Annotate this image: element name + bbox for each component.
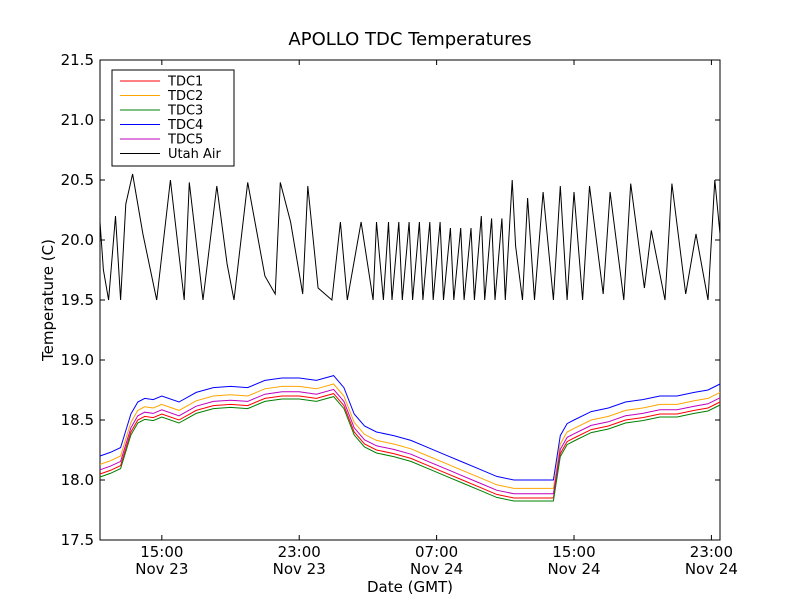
legend-label-utah-air: Utah Air bbox=[168, 147, 221, 162]
series-line-tdc2 bbox=[99, 383, 721, 489]
x-tick-label-time: 15:00 bbox=[552, 543, 595, 561]
series-line-tdc1 bbox=[99, 393, 721, 499]
legend-label-tdc2: TDC2 bbox=[167, 89, 203, 104]
y-tick-label: 18.0 bbox=[61, 471, 94, 489]
y-tick-label: 19.0 bbox=[61, 351, 94, 369]
series-layer bbox=[99, 173, 721, 502]
series-line-tdc4 bbox=[99, 375, 721, 481]
legend-label-tdc4: TDC4 bbox=[167, 118, 203, 133]
y-tick-label: 21.5 bbox=[61, 51, 94, 69]
x-tick-label-time: 23:00 bbox=[278, 543, 321, 561]
legend-label-tdc5: TDC5 bbox=[167, 133, 203, 148]
series-line-tdc5 bbox=[99, 388, 721, 495]
legend-label-tdc3: TDC3 bbox=[167, 104, 203, 119]
y-tick-label: 21.0 bbox=[61, 111, 94, 129]
x-tick-label-date: Nov 23 bbox=[135, 560, 188, 578]
chart-title: APOLLO TDC Temperatures bbox=[288, 29, 531, 50]
x-tick-label-date: Nov 23 bbox=[273, 560, 326, 578]
x-tick-label-date: Nov 24 bbox=[685, 560, 738, 578]
x-axis-label: Date (GMT) bbox=[367, 578, 453, 596]
series-line-tdc3 bbox=[99, 396, 721, 502]
y-tick-label: 20.5 bbox=[61, 171, 94, 189]
y-tick-label: 17.5 bbox=[61, 531, 94, 549]
y-axis: 17.5 18.0 18.5 19.0 19.5 20.0 20.5 21.0 21.5 bbox=[61, 51, 720, 549]
x-tick-label-time: 23:00 bbox=[690, 543, 733, 561]
y-tick-label: 18.5 bbox=[61, 411, 94, 429]
y-axis-label: Temperature (C) bbox=[39, 239, 57, 362]
x-tick-label-time: 15:00 bbox=[140, 543, 183, 561]
series-line-utah-air bbox=[99, 173, 721, 302]
x-tick-label-date: Nov 24 bbox=[410, 560, 463, 578]
y-tick-label: 19.5 bbox=[61, 291, 94, 309]
y-tick-label: 20.0 bbox=[61, 231, 94, 249]
x-tick-label-time: 07:00 bbox=[415, 543, 458, 561]
legend-box bbox=[111, 69, 235, 167]
legend-label-tdc1: TDC1 bbox=[167, 75, 203, 90]
x-tick-label-date: Nov 24 bbox=[547, 560, 600, 578]
